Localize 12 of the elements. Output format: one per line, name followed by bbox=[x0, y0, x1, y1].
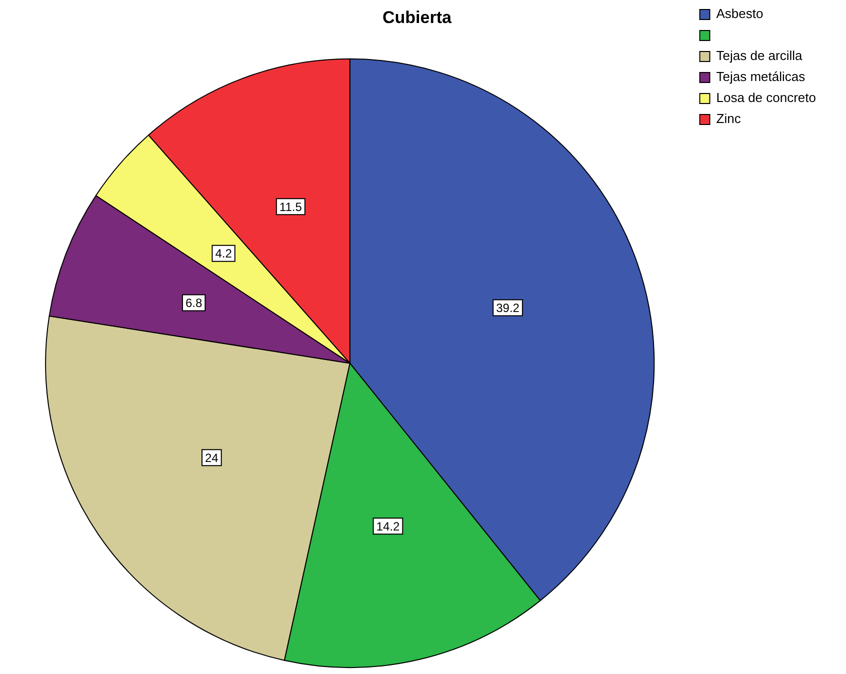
legend-label: Losa de concreto bbox=[716, 90, 816, 106]
data-label: 39.2 bbox=[496, 301, 520, 316]
data-label: 6.8 bbox=[185, 296, 202, 310]
data-label: 24 bbox=[204, 450, 219, 465]
chart-title: Cubierta bbox=[382, 8, 452, 27]
legend-label: Asbesto bbox=[716, 6, 764, 22]
legend-label: Zinc bbox=[716, 111, 742, 126]
legend-label: Tejas metálicas bbox=[716, 69, 806, 84]
legend-label: Tejas de arcilla bbox=[716, 48, 804, 64]
data-label: 4.2 bbox=[215, 246, 232, 261]
data-label: 14.2 bbox=[376, 519, 400, 534]
data-label: 11.5 bbox=[279, 200, 302, 214]
